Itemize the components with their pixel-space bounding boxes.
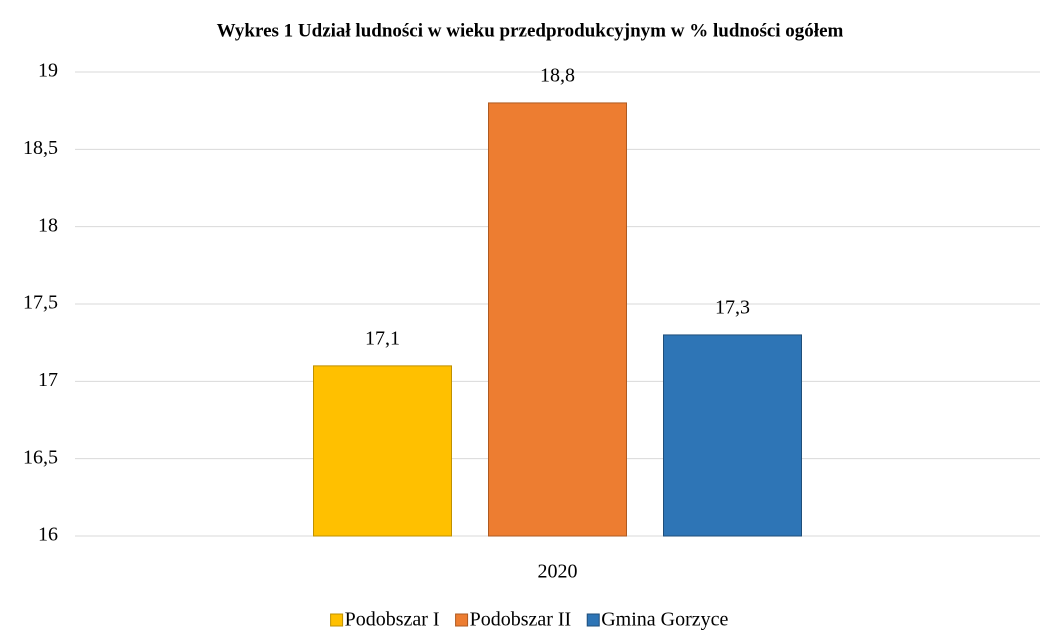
data-label: 17,3: [715, 297, 750, 319]
y-tick-label: 17: [38, 369, 58, 391]
legend-marker: [586, 613, 600, 627]
bar: [488, 102, 627, 537]
y-tick-label: 16,5: [23, 446, 58, 468]
bar: [313, 365, 452, 537]
y-tick-label: 19: [38, 60, 58, 82]
legend-label: Gmina Gorzyce: [601, 609, 728, 631]
legend-marker: [330, 613, 344, 627]
bar: [663, 334, 802, 537]
chart-title: Wykres 1 Udział ludności w wieku przedpr…: [217, 20, 844, 41]
y-tick-label: 18: [38, 214, 58, 236]
x-tick-label: 2020: [538, 561, 578, 583]
legend-marker: [455, 613, 469, 627]
legend-label: Podobszar I: [345, 609, 440, 631]
legend-label: Podobszar II: [470, 609, 572, 631]
data-label: 18,8: [540, 65, 575, 87]
y-tick-label: 17,5: [23, 292, 58, 314]
data-label: 17,1: [365, 327, 400, 349]
y-tick-label: 16: [38, 524, 58, 546]
y-tick-label: 18,5: [23, 137, 58, 159]
